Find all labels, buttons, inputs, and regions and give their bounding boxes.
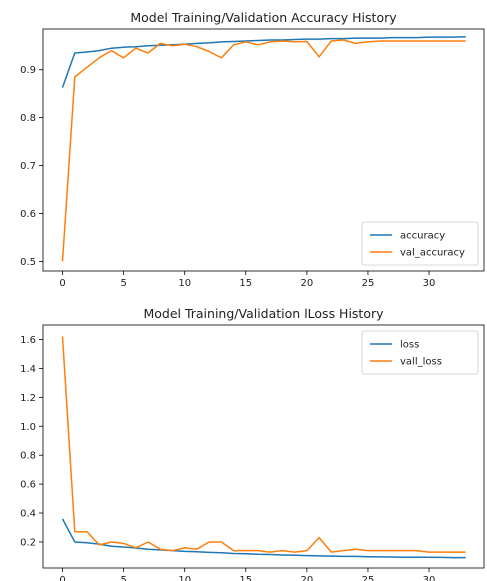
x-tick-label: 5	[120, 575, 126, 581]
y-tick-label: 1.0	[20, 422, 36, 433]
y-tick-label: 0.9	[20, 65, 36, 76]
x-tick-label: 15	[239, 575, 252, 581]
y-tick-label: 0.7	[20, 161, 36, 172]
x-tick-label: 10	[178, 278, 191, 289]
legend-box	[362, 331, 478, 374]
y-tick-label: 0.6	[20, 480, 36, 491]
y-tick-label: 1.6	[20, 335, 36, 346]
legend: loss vall_loss	[362, 331, 478, 374]
legend-label: val_accuracy	[400, 248, 465, 259]
y-tick-label: 1.2	[20, 393, 36, 404]
x-tick-label: 10	[178, 575, 191, 581]
y-tick-label: 0.2	[20, 537, 36, 548]
y-tick-label: 0.5	[20, 257, 36, 268]
x-tick-label: 20	[300, 575, 313, 581]
x-tick-label: 30	[423, 575, 436, 581]
x-tick-label: 20	[300, 278, 313, 289]
x-tick-label: 15	[239, 278, 252, 289]
y-tick-label: 0.4	[20, 509, 36, 520]
legend-label: accuracy	[400, 231, 445, 242]
y-tick-label: 0.8	[20, 451, 36, 462]
chart-title: Model Training/Validation lLoss History	[143, 306, 384, 321]
x-tick-label: 25	[362, 278, 375, 289]
x-tick-label: 30	[423, 278, 436, 289]
legend: accuracy val_accuracy	[362, 222, 478, 265]
y-tick-label: 0.6	[20, 209, 36, 220]
legend-box	[362, 222, 478, 265]
legend-label: vall_loss	[400, 357, 442, 368]
x-tick-label: 25	[362, 575, 375, 581]
legend-label: loss	[400, 340, 419, 351]
x-tick-label: 0	[59, 575, 65, 581]
series-line-accuracy	[63, 37, 466, 88]
chart-2: Model Training/Validation lLoss History 0…	[20, 306, 484, 581]
y-tick-label: 0.8	[20, 113, 36, 124]
y-tick-label: 1.4	[20, 364, 36, 375]
chart-1: Model Training/Validation Accuracy Histo…	[20, 10, 484, 289]
x-tick-label: 5	[120, 278, 126, 289]
chart-title: Model Training/Validation Accuracy Histo…	[130, 10, 397, 25]
x-tick-label: 0	[59, 278, 65, 289]
